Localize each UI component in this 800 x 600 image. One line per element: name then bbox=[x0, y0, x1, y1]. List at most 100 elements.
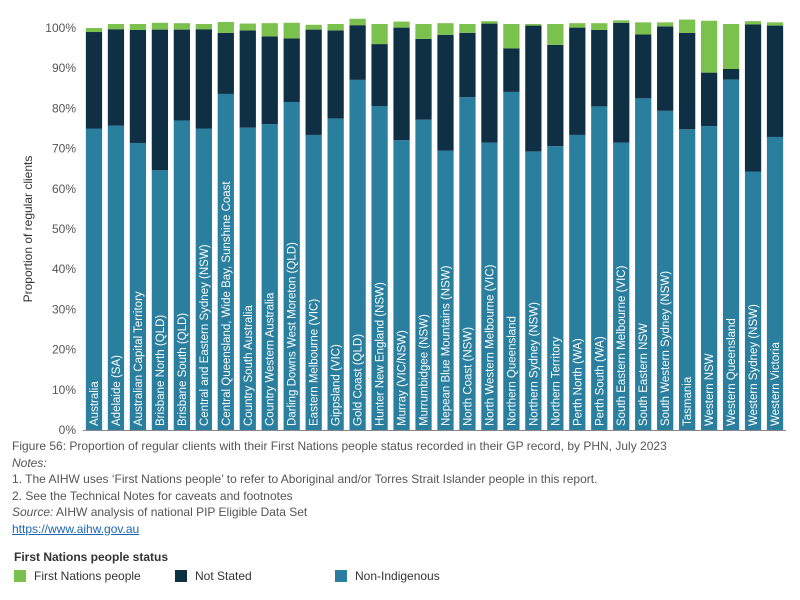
bar-non-indigenous-south-eastern-nsw[interactable] bbox=[635, 98, 652, 430]
bar-non-indigenous-south-eastern-melbourne-vic[interactable] bbox=[613, 142, 630, 430]
bar-first-nations-people-western-nsw[interactable] bbox=[700, 20, 718, 73]
bar-non-indigenous-western-sydney-nsw[interactable] bbox=[744, 171, 762, 430]
bar-non-indigenous-hunter-new-england-nsw[interactable] bbox=[371, 105, 388, 431]
bar-non-indigenous-northern-territory[interactable] bbox=[547, 146, 564, 430]
bar-first-nations-people-western-queensland[interactable] bbox=[722, 23, 740, 69]
bar-non-indigenous-western-victoria[interactable] bbox=[766, 136, 784, 430]
bar-non-indigenous-perth-north-wa[interactable] bbox=[569, 134, 586, 430]
bar-not-stated-australia[interactable] bbox=[85, 32, 103, 129]
bar-first-nations-people-country-south-australia[interactable] bbox=[239, 23, 256, 31]
bar-not-stated-perth-south-wa[interactable] bbox=[591, 30, 608, 107]
bar-non-indigenous-nepean-blue-mountains-nsw[interactable] bbox=[437, 150, 454, 431]
bar-not-stated-central-queensland-wide-bay-sunshine-coast[interactable] bbox=[217, 32, 234, 94]
bar-not-stated-australian-capital-territory[interactable] bbox=[129, 30, 147, 143]
bar-non-indigenous-western-queensland[interactable] bbox=[722, 79, 740, 431]
bar-not-stated-adelaide-sa[interactable] bbox=[107, 29, 125, 126]
bar-non-indigenous-murray-vic-nsw[interactable] bbox=[393, 140, 410, 430]
bar-non-indigenous-north-coast-nsw[interactable] bbox=[459, 97, 476, 430]
bar-not-stated-tasmania[interactable] bbox=[679, 32, 696, 130]
bar-not-stated-western-victoria[interactable] bbox=[766, 25, 784, 137]
bar-first-nations-people-nepean-blue-mountains-nsw[interactable] bbox=[437, 23, 454, 35]
bar-not-stated-western-nsw[interactable] bbox=[700, 72, 718, 127]
bar-not-stated-gold-coast-qld[interactable] bbox=[349, 25, 366, 80]
bar-not-stated-gippsland-vic[interactable] bbox=[327, 30, 344, 119]
bar-not-stated-western-queensland[interactable] bbox=[722, 69, 740, 80]
bar-first-nations-people-north-western-melbourne-vic[interactable] bbox=[481, 21, 498, 24]
bar-first-nations-people-adelaide-sa[interactable] bbox=[107, 23, 125, 30]
bar-non-indigenous-murrumbidgee-nsw[interactable] bbox=[415, 119, 432, 430]
bar-not-stated-northern-sydney-nsw[interactable] bbox=[525, 25, 542, 152]
bar-non-indigenous-tasmania[interactable] bbox=[679, 129, 696, 431]
bar-first-nations-people-hunter-new-england-nsw[interactable] bbox=[371, 23, 388, 45]
bar-not-stated-eastern-melbourne-vic[interactable] bbox=[305, 29, 322, 135]
bar-non-indigenous-country-western-australia[interactable] bbox=[261, 124, 278, 430]
bar-not-stated-south-eastern-melbourne-vic[interactable] bbox=[613, 22, 630, 143]
legend-item-non-indigenous[interactable]: Non-Indigenous bbox=[335, 569, 440, 583]
bar-first-nations-people-north-coast-nsw[interactable] bbox=[459, 23, 476, 33]
bar-not-stated-hunter-new-england-nsw[interactable] bbox=[371, 44, 388, 106]
bar-not-stated-murray-vic-nsw[interactable] bbox=[393, 27, 410, 141]
bar-not-stated-south-western-sydney-nsw[interactable] bbox=[657, 26, 674, 111]
bar-first-nations-people-murray-vic-nsw[interactable] bbox=[393, 21, 410, 28]
bar-first-nations-people-western-sydney-nsw[interactable] bbox=[744, 21, 762, 25]
legend-item-first-nations[interactable]: First Nations people bbox=[14, 569, 141, 583]
bar-not-stated-northern-territory[interactable] bbox=[547, 44, 564, 147]
bar-first-nations-people-darling-downs-west-moreton-qld[interactable] bbox=[283, 22, 300, 39]
bar-not-stated-nepean-blue-mountains-nsw[interactable] bbox=[437, 34, 454, 151]
bar-first-nations-people-western-victoria[interactable] bbox=[766, 22, 784, 26]
bar-not-stated-country-south-australia[interactable] bbox=[239, 30, 256, 128]
bar-not-stated-south-eastern-nsw[interactable] bbox=[635, 34, 652, 99]
bar-non-indigenous-northern-sydney-nsw[interactable] bbox=[525, 151, 542, 430]
bar-first-nations-people-tasmania[interactable] bbox=[679, 19, 696, 33]
bar-non-indigenous-country-south-australia[interactable] bbox=[239, 127, 256, 430]
bar-first-nations-people-murrumbidgee-nsw[interactable] bbox=[415, 23, 432, 39]
bar-first-nations-people-brisbane-south-qld[interactable] bbox=[173, 23, 190, 30]
bar-not-stated-western-sydney-nsw[interactable] bbox=[744, 24, 762, 172]
bar-first-nations-people-perth-south-wa[interactable] bbox=[591, 23, 608, 31]
legend-item-not-stated[interactable]: Not Stated bbox=[175, 569, 252, 583]
aihw-link[interactable]: https://www.aihw.gov.au bbox=[12, 521, 140, 536]
bar-first-nations-people-south-eastern-melbourne-vic[interactable] bbox=[613, 20, 630, 23]
bar-non-indigenous-central-and-eastern-sydney-nsw[interactable] bbox=[195, 128, 212, 431]
bar-non-indigenous-north-western-melbourne-vic[interactable] bbox=[481, 142, 498, 430]
bar-not-stated-darling-downs-west-moreton-qld[interactable] bbox=[283, 38, 300, 102]
bar-first-nations-people-brisbane-north-qld[interactable] bbox=[151, 22, 169, 30]
bar-non-indigenous-australian-capital-territory[interactable] bbox=[129, 142, 147, 430]
bar-first-nations-people-eastern-melbourne-vic[interactable] bbox=[305, 24, 322, 30]
bar-not-stated-brisbane-north-qld[interactable] bbox=[151, 29, 169, 171]
bar-non-indigenous-darling-downs-west-moreton-qld[interactable] bbox=[283, 101, 300, 430]
bar-first-nations-people-gold-coast-qld[interactable] bbox=[349, 18, 366, 26]
bar-first-nations-people-south-eastern-nsw[interactable] bbox=[635, 22, 652, 35]
bar-non-indigenous-perth-south-wa[interactable] bbox=[591, 106, 608, 430]
bar-non-indigenous-australia[interactable] bbox=[85, 128, 103, 431]
bar-first-nations-people-australian-capital-territory[interactable] bbox=[129, 23, 147, 31]
bar-non-indigenous-western-nsw[interactable] bbox=[700, 126, 718, 430]
bar-non-indigenous-gold-coast-qld[interactable] bbox=[349, 79, 366, 431]
bar-not-stated-country-western-australia[interactable] bbox=[261, 36, 278, 125]
bar-not-stated-brisbane-south-qld[interactable] bbox=[173, 29, 190, 121]
bar-first-nations-people-gippsland-vic[interactable] bbox=[327, 23, 344, 31]
bar-non-indigenous-northern-queensland[interactable] bbox=[503, 91, 520, 431]
bar-first-nations-people-south-western-sydney-nsw[interactable] bbox=[657, 22, 674, 27]
bar-non-indigenous-eastern-melbourne-vic[interactable] bbox=[305, 134, 322, 430]
bar-first-nations-people-australia[interactable] bbox=[85, 28, 103, 33]
bar-not-stated-murrumbidgee-nsw[interactable] bbox=[415, 38, 432, 120]
bar-first-nations-people-country-western-australia[interactable] bbox=[261, 23, 278, 37]
bar-non-indigenous-adelaide-sa[interactable] bbox=[107, 125, 125, 430]
bar-non-indigenous-gippsland-vic[interactable] bbox=[327, 118, 344, 430]
bar-not-stated-perth-north-wa[interactable] bbox=[569, 27, 586, 135]
bar-non-indigenous-brisbane-south-qld[interactable] bbox=[173, 120, 190, 431]
bar-not-stated-central-and-eastern-sydney-nsw[interactable] bbox=[195, 29, 212, 129]
bar-first-nations-people-northern-sydney-nsw[interactable] bbox=[525, 23, 542, 26]
bar-first-nations-people-central-and-eastern-sydney-nsw[interactable] bbox=[195, 23, 212, 30]
bar-first-nations-people-central-queensland-wide-bay-sunshine-coast[interactable] bbox=[217, 21, 234, 33]
bar-not-stated-north-coast-nsw[interactable] bbox=[459, 32, 476, 98]
bar-first-nations-people-northern-territory[interactable] bbox=[547, 23, 564, 45]
bar-non-indigenous-south-western-sydney-nsw[interactable] bbox=[657, 110, 674, 430]
bar-not-stated-north-western-melbourne-vic[interactable] bbox=[481, 23, 498, 143]
bar-non-indigenous-brisbane-north-qld[interactable] bbox=[151, 170, 169, 430]
bar-first-nations-people-perth-north-wa[interactable] bbox=[569, 23, 586, 28]
bar-first-nations-people-northern-queensland[interactable] bbox=[503, 23, 520, 49]
bar-non-indigenous-central-queensland-wide-bay-sunshine-coast[interactable] bbox=[217, 93, 234, 431]
bar-not-stated-northern-queensland[interactable] bbox=[503, 48, 520, 92]
